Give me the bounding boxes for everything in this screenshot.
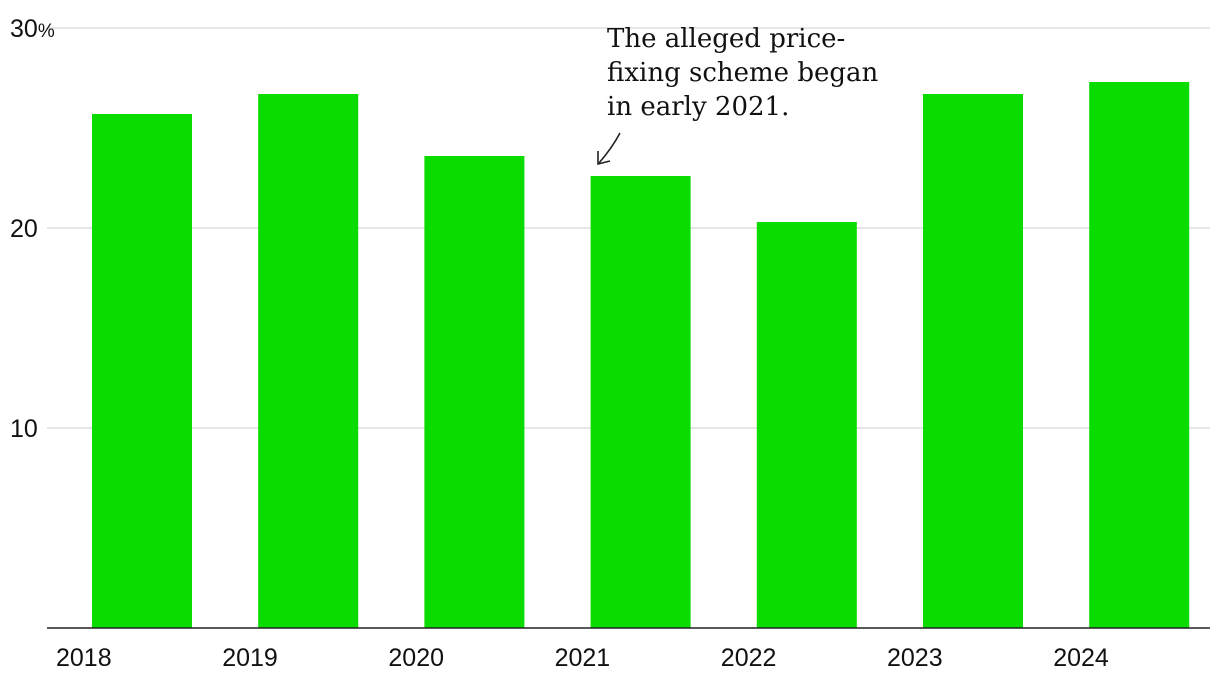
x-tick-label-2018: 2018 xyxy=(56,644,112,672)
y-tick-label-20: 20 xyxy=(10,215,38,243)
x-tick-label-2021: 2021 xyxy=(555,644,611,672)
x-tick-label-2022: 2022 xyxy=(721,644,777,672)
bar-2020 xyxy=(424,156,525,628)
annotation: The alleged price- fixing scheme began i… xyxy=(597,24,878,166)
bars xyxy=(92,82,1190,628)
annotation-arrowhead-icon xyxy=(597,151,611,166)
bar-2023 xyxy=(923,94,1023,628)
annotation-line-2: fixing scheme began xyxy=(607,58,878,88)
bar-2018 xyxy=(92,114,192,628)
annotation-line-3: in early 2021. xyxy=(607,92,789,122)
bar-2022 xyxy=(756,222,857,628)
annotation-line-1: The alleged price- xyxy=(607,24,845,54)
bar-2021 xyxy=(590,176,691,628)
y-tick-label-10: 10 xyxy=(10,415,38,443)
y-axis-ticks: 10 20 30% xyxy=(10,15,55,443)
y-tick-label-30: 30% xyxy=(10,15,55,43)
x-axis-ticks: 2018 2019 2020 2021 2022 2023 2024 xyxy=(56,644,1109,672)
bar-2024 xyxy=(1089,82,1190,628)
x-tick-label-2024: 2024 xyxy=(1053,644,1109,672)
bar-2019 xyxy=(258,94,359,628)
x-tick-label-2020: 2020 xyxy=(388,644,444,672)
x-tick-label-2019: 2019 xyxy=(222,644,278,672)
x-tick-label-2023: 2023 xyxy=(887,644,943,672)
annotation-arrow-icon xyxy=(598,132,621,164)
